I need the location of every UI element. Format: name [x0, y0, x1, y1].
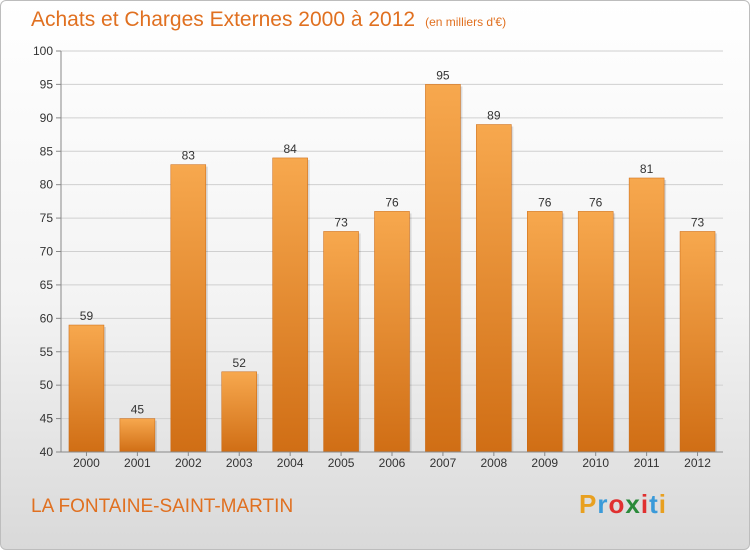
x-tick-label: 2007 — [430, 456, 457, 470]
location-name: LA FONTAINE-SAINT-MARTIN — [31, 496, 294, 517]
y-tick-label: 100 — [33, 44, 53, 58]
logo-letter: i — [658, 489, 667, 519]
bar-2002 — [170, 164, 207, 453]
y-tick-label: 70 — [40, 245, 54, 259]
x-tick-label: 2001 — [124, 456, 151, 470]
bar-value-label: 59 — [80, 309, 94, 323]
bar-value-label: 95 — [436, 68, 450, 82]
logo-letter: x — [625, 489, 641, 519]
logo-letter: t — [649, 489, 659, 519]
x-tick-label: 2012 — [684, 456, 711, 470]
y-tick-label: 95 — [40, 77, 54, 91]
y-tick-label: 75 — [40, 211, 54, 225]
x-tick-label: 2003 — [226, 456, 253, 470]
logo-letter: r — [597, 489, 609, 519]
x-tick-label: 2011 — [634, 456, 660, 470]
bar-2000 — [68, 324, 105, 453]
y-tick-label: 55 — [40, 345, 54, 359]
y-tick-label: 50 — [40, 378, 54, 392]
bar-value-label: 76 — [385, 195, 399, 209]
chart-title: Achats et Charges Externes 2000 à 2012 (e… — [31, 8, 506, 32]
y-tick-label: 85 — [40, 144, 54, 158]
bar-value-label: 52 — [233, 356, 247, 370]
x-tick-label: 2009 — [531, 456, 558, 470]
x-tick-label: 2004 — [277, 456, 304, 470]
x-tick-label: 2002 — [175, 456, 202, 470]
y-tick-label: 65 — [40, 278, 54, 292]
bar-2012 — [679, 231, 716, 453]
bar-2010 — [577, 211, 614, 453]
bar-2008 — [476, 124, 512, 453]
logo-letter: P — [579, 489, 598, 519]
x-tick-label: 2000 — [73, 456, 100, 470]
bar-value-label: 73 — [691, 215, 705, 229]
y-tick-label: 90 — [40, 111, 54, 125]
y-tick-label: 60 — [40, 311, 54, 325]
bar-value-label: 76 — [538, 195, 552, 209]
bar-2003 — [221, 371, 257, 453]
bar-value-label: 84 — [283, 142, 297, 156]
bar-value-label: 89 — [487, 109, 501, 123]
bar-value-label: 81 — [640, 162, 654, 176]
logo-letter: o — [608, 489, 626, 519]
x-tick-label: 2010 — [582, 456, 609, 470]
bar-2005 — [323, 231, 359, 453]
bar-2004 — [272, 157, 308, 453]
x-tick-label: 2006 — [379, 456, 406, 470]
bar-2009 — [527, 211, 563, 453]
bar-2007 — [425, 84, 461, 453]
y-tick-label: 40 — [40, 445, 54, 459]
bar-2006 — [374, 211, 410, 453]
bar-value-label: 83 — [182, 149, 196, 163]
bar-2011 — [628, 177, 665, 453]
proxiti-logo: Proxiti — [579, 489, 667, 520]
bar-value-label: 76 — [589, 195, 603, 209]
y-tick-label: 80 — [40, 178, 54, 192]
x-tick-label: 2008 — [480, 456, 507, 470]
bar-value-label: 45 — [131, 403, 145, 417]
logo-letter: i — [640, 489, 650, 519]
bar-value-label: 73 — [334, 215, 348, 229]
x-tick-label: 2005 — [328, 456, 355, 470]
bar-2001 — [119, 418, 156, 453]
title-unit: (en milliers d'€) — [425, 15, 507, 29]
y-tick-label: 45 — [40, 412, 54, 426]
title-main: Achats et Charges Externes 2000 à 2012 — [31, 8, 416, 31]
